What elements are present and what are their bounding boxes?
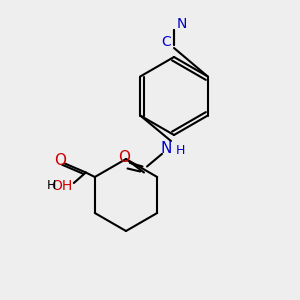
Text: N: N	[161, 141, 172, 156]
Text: C: C	[162, 35, 171, 49]
Text: N: N	[176, 17, 187, 31]
Text: H: H	[46, 179, 56, 193]
Text: H: H	[175, 144, 185, 158]
Text: OH: OH	[51, 179, 72, 193]
Text: O: O	[54, 153, 66, 168]
Text: O: O	[118, 150, 130, 165]
